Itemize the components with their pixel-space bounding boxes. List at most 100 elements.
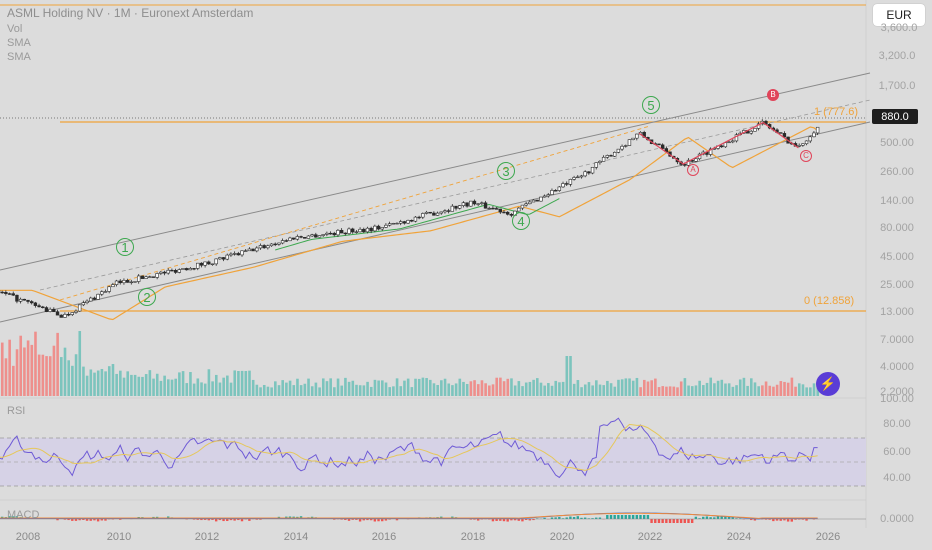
volume-bar xyxy=(517,381,521,396)
channel-mid xyxy=(39,99,871,291)
volume-bar xyxy=(299,385,303,396)
volume-bar xyxy=(85,375,89,396)
volume-bar xyxy=(738,379,742,396)
macd-hist-bar xyxy=(355,519,358,520)
candle-body xyxy=(576,176,580,179)
volume-bar xyxy=(226,375,229,396)
macd-hist-bar xyxy=(735,518,738,519)
volume-bar xyxy=(606,380,609,396)
volume-bar xyxy=(532,379,535,396)
price-tick: 45.000 xyxy=(880,251,914,263)
candle-body xyxy=(273,243,277,246)
candle-body xyxy=(524,203,528,206)
macd-hist-bar xyxy=(561,518,565,519)
candle-body xyxy=(63,314,67,318)
macd-hist-bar xyxy=(495,519,498,521)
volume-bar xyxy=(155,373,159,396)
volume-bar xyxy=(576,380,580,396)
candle-body xyxy=(609,155,613,157)
rsi-label[interactable]: RSI xyxy=(7,405,26,417)
candle-body xyxy=(520,204,525,209)
candle-body xyxy=(277,242,281,245)
wave-label-c: C xyxy=(800,150,812,162)
volume-bar xyxy=(668,386,672,396)
volume-bar xyxy=(222,377,225,396)
indicator-sma-2[interactable]: SMA xyxy=(7,51,31,63)
volume-bar xyxy=(344,377,347,396)
volume-bar xyxy=(476,384,480,396)
macd-tick: 0.0000 xyxy=(880,513,914,525)
macd-hist-bar xyxy=(469,519,472,520)
x-tick: 2026 xyxy=(815,531,841,543)
candle-body xyxy=(184,268,189,271)
candle-body xyxy=(391,223,395,225)
volume-bar xyxy=(458,378,462,396)
indicator-vol[interactable]: Vol xyxy=(7,23,23,35)
volume-bar xyxy=(724,383,727,396)
candle-body xyxy=(657,143,661,146)
macd-hist-bar xyxy=(366,519,369,521)
macd-hist-bar xyxy=(377,519,380,522)
volume-bar xyxy=(303,383,307,396)
candle-body xyxy=(55,311,60,316)
candle-body xyxy=(402,221,407,224)
volume-bar xyxy=(248,370,251,396)
candle-body xyxy=(229,253,233,256)
candle-body xyxy=(133,281,137,283)
macd-hist-bar xyxy=(248,519,251,521)
candle-body xyxy=(660,144,665,149)
candle-body xyxy=(255,247,259,252)
volume-bar xyxy=(26,340,30,396)
indicator-sma-1[interactable]: SMA xyxy=(7,37,31,49)
macd-hist-bar xyxy=(203,519,207,520)
candle-body xyxy=(531,199,536,203)
candle-body xyxy=(4,291,8,294)
volume-bar xyxy=(443,378,447,396)
candle-body xyxy=(539,196,543,202)
volume-bar xyxy=(465,383,469,396)
volume-bar xyxy=(753,382,757,396)
volume-bar xyxy=(535,378,539,396)
macd-hist-bar xyxy=(650,519,653,523)
volume-bar xyxy=(45,356,48,396)
candle-body xyxy=(299,236,303,238)
price-tick: 2.2000 xyxy=(880,386,914,398)
wave-label-b: B xyxy=(767,89,779,101)
volume-bar xyxy=(266,386,270,396)
candle-body xyxy=(398,221,403,224)
macd-hist-bar xyxy=(521,519,524,522)
volume-bars xyxy=(0,331,820,396)
candle-body xyxy=(236,253,241,256)
volume-bar xyxy=(19,335,23,396)
volume-bar xyxy=(558,382,561,396)
volume-bar xyxy=(233,370,237,396)
candle-body xyxy=(144,276,148,279)
volume-bar xyxy=(8,339,11,396)
volume-bar xyxy=(812,383,816,396)
volume-bar xyxy=(702,385,705,396)
tradingview-logo-icon[interactable]: ⚡ xyxy=(816,372,840,396)
macd-label[interactable]: MACD xyxy=(7,509,40,521)
candle-body xyxy=(432,212,436,216)
volume-bar xyxy=(388,387,392,396)
candle-body xyxy=(365,227,370,233)
volume-bar xyxy=(495,377,499,396)
candle-body xyxy=(808,136,812,142)
volume-bar xyxy=(598,384,602,396)
candle-body xyxy=(719,145,724,148)
candles xyxy=(0,119,820,318)
candle-body xyxy=(181,268,185,270)
macd-hist-bar xyxy=(554,517,557,519)
macd-hist-bar xyxy=(606,515,609,519)
volume-bar xyxy=(329,378,332,396)
volume-bar xyxy=(783,381,786,396)
macd-hist-bar xyxy=(200,519,203,521)
candle-body xyxy=(387,223,392,226)
candle-body xyxy=(598,160,602,163)
volume-bar xyxy=(351,380,355,396)
volume-bar xyxy=(672,386,676,396)
currency-button[interactable]: EUR xyxy=(873,4,925,26)
macd-hist-bar xyxy=(565,517,568,519)
volume-bar xyxy=(369,386,373,396)
